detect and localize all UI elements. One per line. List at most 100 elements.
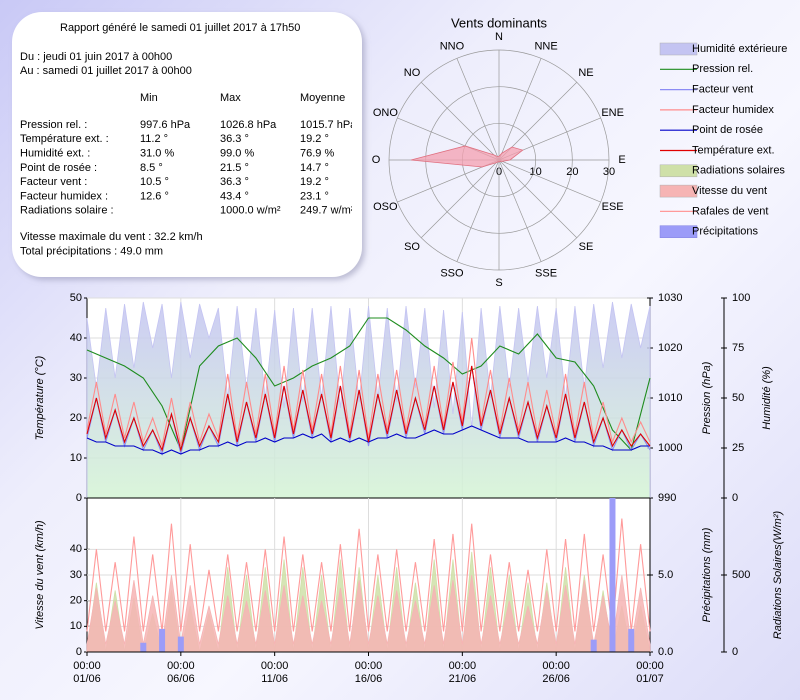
line-series — [86, 518, 651, 632]
x-tick-label: 00:00 01/06 — [73, 660, 101, 685]
y-tick-label: 0 — [76, 492, 82, 504]
cell: 36.3 ° — [220, 176, 249, 188]
legend-label: Facteur humidex — [692, 104, 774, 116]
report-title: Rapport généré le samedi 01 juillet 2017… — [60, 22, 300, 34]
axis-title: Humidité (%) — [761, 366, 773, 430]
direction-label: ESE — [602, 201, 624, 213]
x-tick-label: 00:00 21/06 — [448, 660, 477, 685]
line-series — [86, 337, 651, 449]
line-series — [86, 365, 651, 453]
legend-label: Pression rel. — [692, 63, 753, 75]
axis-title: Température (°C) — [34, 355, 46, 440]
cell: 11.2 ° — [140, 133, 168, 145]
y-tick-label: 40 — [70, 332, 82, 344]
y2-tick-label: 1030 — [658, 292, 682, 304]
rose-spoke — [498, 159, 601, 203]
row-label: Facteur vent : — [20, 176, 87, 188]
legend-label: Facteur vent — [692, 84, 753, 96]
direction-label: N — [495, 31, 503, 43]
cell: 10.5 ° — [140, 176, 169, 188]
axis-title: Précipitations (mm) — [701, 527, 713, 622]
y-tick-label: 10 — [70, 452, 82, 464]
summary-panel — [12, 12, 362, 277]
rose-tick-label: 20 — [566, 166, 578, 178]
direction-label: O — [372, 154, 381, 166]
y-tick-label: 0 — [76, 646, 82, 658]
cell: 12.6 ° — [140, 190, 169, 202]
y-tick-label: 20 — [70, 595, 82, 607]
cell: 43.4 ° — [220, 190, 249, 202]
cell: 1026.8 hPa — [220, 119, 277, 131]
x-tick-label: 00:00 26/06 — [542, 660, 570, 685]
precip-bar — [177, 636, 184, 652]
legend-swatch — [659, 42, 698, 56]
row-label: Pression rel. : — [20, 119, 87, 131]
legend-label: Température ext. — [692, 144, 775, 156]
column-header: Max — [220, 92, 241, 104]
cell: 8.5 ° — [140, 162, 163, 174]
rose-spoke — [456, 58, 500, 161]
precip-bar — [628, 628, 635, 652]
y3-tick-label: 100 — [732, 292, 750, 304]
rose-spoke — [498, 58, 542, 161]
cell: 14.7 ° — [300, 162, 329, 174]
y3-tick-label: 50 — [732, 392, 744, 404]
cell: 19.2 ° — [300, 176, 329, 188]
column-header: Moyenne — [300, 92, 345, 104]
column-header: Min — [140, 92, 158, 104]
y-tick-label: 30 — [70, 372, 82, 384]
direction-label: SE — [579, 241, 594, 253]
cell: 23.1 ° — [300, 190, 329, 202]
cell: 36.3 ° — [220, 133, 249, 145]
cell: 997.6 hPa — [140, 119, 191, 131]
rose-tick-label: 10 — [530, 166, 542, 178]
axis-title: Radiations Solaires(W/m²) — [772, 510, 784, 639]
direction-label: S — [495, 277, 502, 289]
y2-tick-label: 1010 — [658, 392, 682, 404]
precip-bar — [590, 639, 597, 652]
legend-label: Vitesse du vent — [692, 185, 767, 197]
y-tick-label: 10 — [70, 620, 82, 632]
rose-area — [410, 145, 524, 168]
rose-spoke — [420, 81, 500, 161]
rose-spoke — [498, 159, 578, 239]
direction-label: OSO — [373, 201, 398, 213]
legend-swatch — [659, 164, 698, 178]
legend-label: Point de rosée — [692, 124, 763, 136]
cell: 249.7 w/m² — [300, 205, 355, 217]
y3-tick-label: 0 — [732, 492, 738, 504]
cell: 99.0 % — [220, 148, 254, 160]
legend-swatch — [659, 184, 698, 198]
direction-label: E — [618, 154, 625, 166]
direction-label: ENE — [601, 107, 624, 119]
y2-tick-label: 0.0 — [658, 646, 673, 658]
note: Vitesse maximale du vent : 32.2 km/h — [20, 231, 203, 243]
x-tick-label: 00:00 01/07 — [636, 660, 664, 685]
y2-tick-label: 1000 — [658, 442, 682, 454]
row-label: Humidité ext. : — [20, 148, 90, 160]
cell: 19.2 ° — [300, 133, 329, 145]
y-tick-label: 30 — [70, 569, 82, 581]
y3-tick-label: 75 — [732, 342, 744, 354]
axis-title: Vitesse du vent (km/h) — [34, 520, 46, 630]
cell: 31.0 % — [140, 148, 174, 160]
y2-tick-label: 1020 — [658, 342, 682, 354]
rose-spoke — [498, 159, 542, 262]
y2-tick-label: 990 — [658, 492, 676, 504]
legend-swatch — [659, 225, 698, 238]
rose-tick-label: 30 — [603, 166, 615, 178]
direction-label: SSO — [440, 268, 464, 280]
legend-label: Précipitations — [692, 226, 759, 238]
legend-label: Humidité extérieure — [692, 43, 787, 55]
legend-label: Rafales de vent — [692, 205, 768, 217]
period-to: Au : samedi 01 juillet 2017 à 00h00 — [20, 65, 192, 77]
y3-tick-label: 25 — [732, 442, 744, 454]
cell: 1015.7 hPa — [300, 119, 357, 131]
rose-spoke — [420, 159, 500, 239]
summary: Rapport généré le samedi 01 juillet 2017… — [20, 22, 357, 258]
cell: 21.5 ° — [220, 162, 249, 174]
x-tick-label: 00:00 06/06 — [167, 660, 195, 685]
direction-label: NNO — [440, 40, 465, 52]
